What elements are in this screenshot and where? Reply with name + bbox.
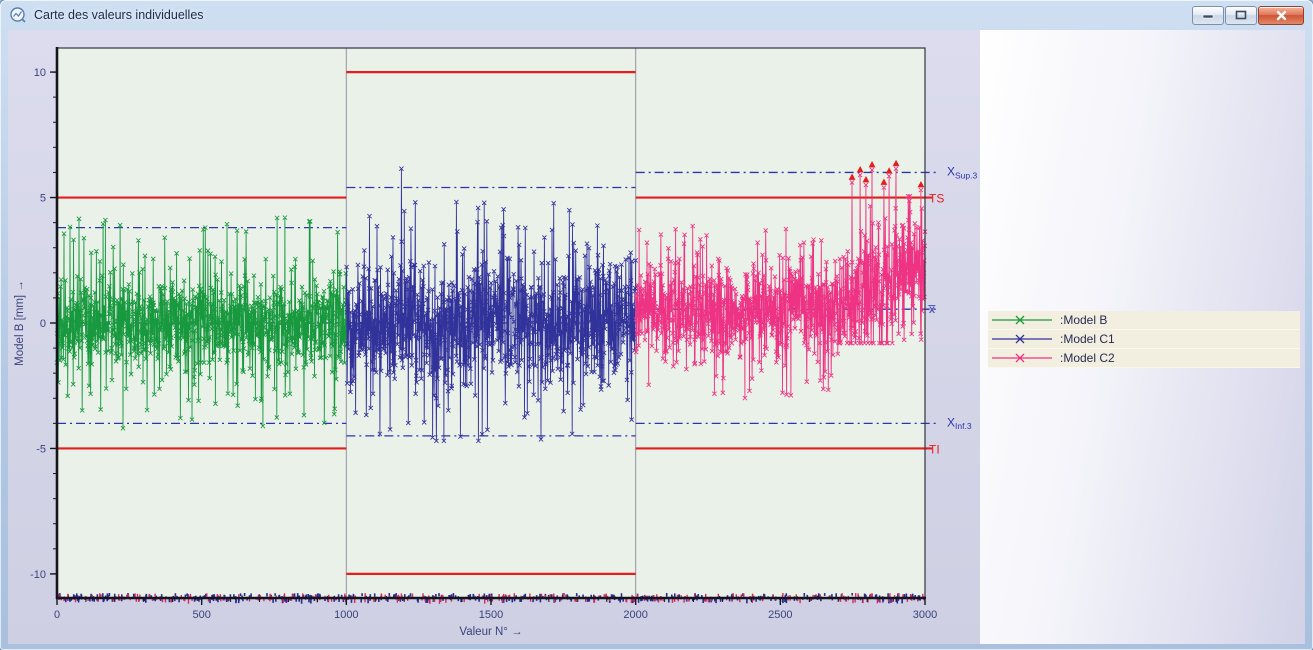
chart-panel: 10 5 0 -5 -10 0 500 1000 1500 2000 2500 3000 Valeur … — [8, 30, 980, 644]
legend-label: :Model C2 — [1060, 351, 1115, 365]
window-titlebar[interactable]: Carte des valeurs individuelles — [0, 0, 1313, 30]
legend-label: :Model B — [1060, 313, 1107, 327]
close-icon — [1276, 10, 1287, 21]
y-tick-label: -5 — [36, 443, 46, 455]
maximize-icon — [1235, 10, 1247, 20]
x-bar-label: x̅ — [928, 302, 936, 316]
ts-label: TS — [929, 192, 944, 206]
individual-values-chart: 10 5 0 -5 -10 0 500 1000 1500 2000 2500 3000 Valeur … — [8, 30, 980, 644]
side-panel: :Model B :Model C1 :Model C2 — [980, 30, 1305, 644]
legend-row[interactable]: :Model B — [988, 311, 1300, 330]
y-axis-title: Model B [mm] → — [14, 280, 26, 366]
y-tick-label: -10 — [30, 569, 46, 581]
x-inf-3-label: XInf.3 — [947, 415, 972, 431]
x-tick-label: 1000 — [334, 609, 358, 621]
window-content: 10 5 0 -5 -10 0 500 1000 1500 2000 2500 3000 Valeur … — [8, 30, 1305, 644]
window-title: Carte des valeurs individuelles — [34, 8, 204, 22]
y-tick-label: 5 — [40, 193, 46, 205]
x-tick-label: 2500 — [768, 609, 792, 621]
window-controls — [1192, 6, 1304, 25]
x-tick-label: 2000 — [623, 609, 647, 621]
x-sup-3-label: XSup.3 — [947, 164, 978, 180]
maximize-button[interactable] — [1225, 6, 1257, 25]
y-tick-label: 10 — [34, 67, 46, 79]
legend-label: :Model C1 — [1060, 332, 1115, 346]
close-button[interactable] — [1258, 6, 1304, 25]
minimize-button[interactable] — [1192, 6, 1224, 25]
series-line-sample-icon — [990, 313, 1056, 327]
y-tick-label: 0 — [40, 318, 46, 330]
app-window: Carte des valeurs individuelles 10 5 0 -5 -1… — [0, 0, 1313, 650]
minimize-icon — [1202, 11, 1214, 20]
series-line-sample-icon — [990, 351, 1056, 365]
x-tick-label: 3000 — [913, 609, 937, 621]
ti-label: TI — [929, 442, 940, 456]
series-line-sample-icon — [990, 332, 1056, 346]
x-tick-label: 0 — [54, 609, 60, 621]
legend-row[interactable]: :Model C1 — [988, 330, 1300, 349]
window-app-icon[interactable] — [9, 6, 27, 24]
legend: :Model B :Model C1 :Model C2 — [988, 311, 1300, 368]
x-axis-title: Valeur N° → — [459, 626, 522, 638]
x-tick-label: 500 — [192, 609, 210, 621]
legend-row[interactable]: :Model C2 — [988, 349, 1300, 368]
x-tick-label: 1500 — [479, 609, 503, 621]
control-chart-orb-icon — [9, 6, 27, 24]
